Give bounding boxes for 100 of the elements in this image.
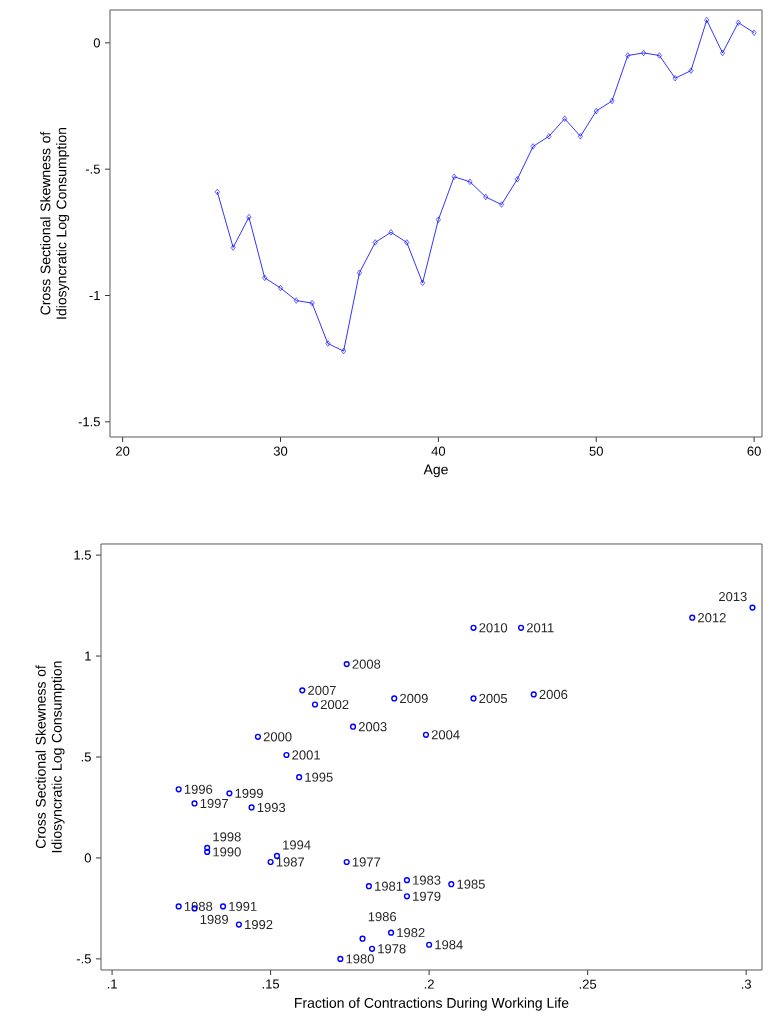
annotation: 2003 <box>358 722 387 732</box>
y-tick-label: .5 <box>81 752 91 762</box>
y-tick-label: 0 <box>84 853 91 863</box>
x-tick-label: .2 <box>424 979 434 989</box>
y-tick-label: 1 <box>85 651 91 661</box>
point <box>372 239 378 246</box>
annotation: 1994 <box>283 840 311 850</box>
point <box>309 299 315 307</box>
point <box>343 661 350 668</box>
y-tick-label: 1.5 <box>74 550 91 560</box>
point <box>403 893 411 900</box>
annotation: 1977 <box>352 857 381 867</box>
point <box>451 173 457 180</box>
x-axis-title: Fraction of Contractions During Working Life <box>295 997 569 1011</box>
point <box>311 701 319 708</box>
point <box>296 774 303 781</box>
y-tick-label: -1.5 <box>78 417 100 427</box>
point <box>226 790 233 797</box>
point <box>219 903 227 910</box>
annotation: 2012 <box>698 613 726 623</box>
annotation: 1998 <box>213 832 241 842</box>
point <box>248 804 255 811</box>
annotation: 1982 <box>397 928 425 938</box>
y-tick-label: 0 <box>93 38 100 48</box>
point <box>514 176 520 183</box>
point <box>391 695 398 702</box>
point <box>404 239 410 246</box>
annotation: 1990 <box>213 847 241 857</box>
x-tick-label: 30 <box>273 446 288 456</box>
point <box>435 216 441 223</box>
point <box>246 214 252 221</box>
x-tick-label: .1 <box>107 979 117 989</box>
annotation: 2005 <box>479 693 508 704</box>
x-axis-title: Age <box>423 464 448 478</box>
point <box>751 29 757 36</box>
point <box>689 614 696 621</box>
point <box>343 858 350 866</box>
annotation: 1993 <box>257 802 286 813</box>
point <box>467 178 473 185</box>
point <box>388 229 394 236</box>
point <box>191 800 198 807</box>
annotation: 2007 <box>308 685 336 695</box>
annotation: 1984 <box>435 940 463 950</box>
point <box>403 877 411 884</box>
x-tick-label: .25 <box>579 979 597 989</box>
point <box>672 75 678 82</box>
point <box>235 921 242 928</box>
point <box>530 691 537 698</box>
point <box>656 52 662 59</box>
annotation: 2006 <box>539 689 568 700</box>
point <box>470 624 477 631</box>
point <box>175 786 182 793</box>
x-tick-label: .15 <box>262 979 280 989</box>
point <box>749 604 756 611</box>
y-tick-label: -1 <box>89 291 100 300</box>
point <box>254 733 262 740</box>
annotation: 1979 <box>413 891 441 901</box>
annotation: 1995 <box>305 772 333 782</box>
point <box>530 143 536 150</box>
point <box>625 52 631 59</box>
point <box>420 279 425 286</box>
point <box>214 188 220 196</box>
point <box>357 269 362 276</box>
x-tick-label: 20 <box>116 446 130 456</box>
point <box>267 858 274 866</box>
y-tick-label: -.5 <box>76 954 91 964</box>
annotation: 2000 <box>263 732 292 742</box>
point <box>609 97 615 105</box>
annotation: 2011 <box>526 623 554 633</box>
point <box>517 624 525 631</box>
annotation: 1992 <box>245 919 273 930</box>
point <box>230 244 236 251</box>
point <box>704 17 710 24</box>
annotation: 2010 <box>479 623 508 633</box>
x-tick-label: 60 <box>747 446 761 456</box>
x-tick-label: 50 <box>589 446 603 456</box>
annotation: 1980 <box>346 954 374 964</box>
point <box>735 19 741 26</box>
annotation: 2001 <box>292 750 320 760</box>
annotation: 2002 <box>320 699 349 710</box>
point <box>387 929 395 936</box>
annotation: 1983 <box>413 875 441 885</box>
point <box>688 67 694 74</box>
annotation: 1991 <box>229 901 257 911</box>
annotation: 1986 <box>368 912 397 922</box>
annotation: 2008 <box>352 659 381 669</box>
point <box>368 945 376 952</box>
annotation: 1999 <box>235 788 263 798</box>
point <box>262 274 268 281</box>
y-tick-label: -.5 <box>85 164 100 174</box>
point <box>422 731 430 738</box>
point <box>175 903 182 910</box>
x-tick-label: 40 <box>431 446 446 456</box>
point <box>359 935 366 942</box>
point <box>341 347 347 355</box>
point <box>325 340 331 347</box>
point <box>349 723 357 730</box>
point <box>448 881 455 888</box>
point <box>562 115 568 122</box>
point <box>546 133 552 140</box>
